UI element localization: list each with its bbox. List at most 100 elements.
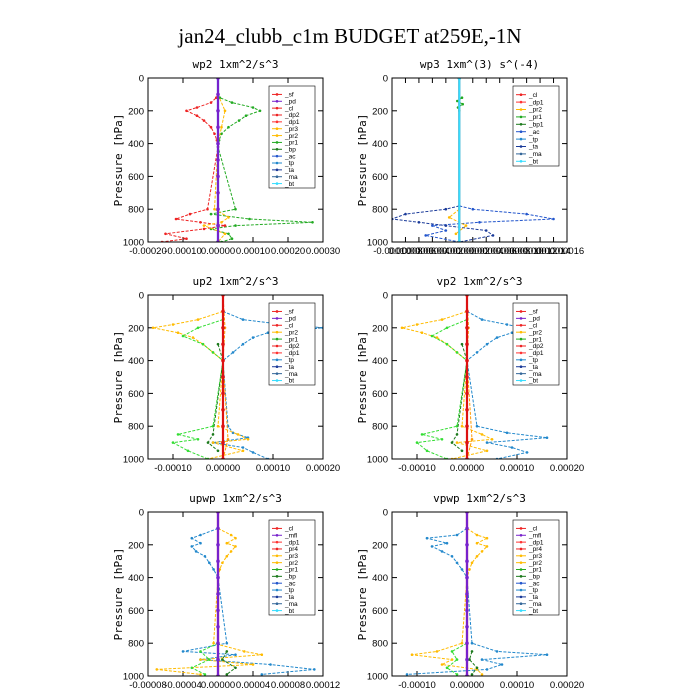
series-line-dp2 <box>451 344 468 452</box>
data-point <box>243 650 246 653</box>
x-tick-label: 0.00020 <box>550 680 584 691</box>
legend-marker <box>275 372 279 375</box>
y-tick-label: 400 <box>372 573 388 584</box>
y-tick-label: 1000 <box>367 238 388 249</box>
data-point <box>552 217 555 221</box>
data-point <box>190 536 194 540</box>
data-point <box>188 212 192 216</box>
legend-entry: _tp <box>284 160 294 167</box>
data-point <box>171 323 175 326</box>
legend-marker <box>519 310 523 313</box>
data-point <box>465 641 469 645</box>
x-tick-label: 0.00000 <box>201 680 235 691</box>
data-point <box>410 653 414 656</box>
legend-entry: _dp2 <box>284 112 300 119</box>
data-point <box>218 568 222 571</box>
data-point <box>190 666 194 670</box>
data-point <box>251 663 255 666</box>
data-point <box>440 663 444 666</box>
data-point <box>225 555 229 558</box>
data-point <box>470 438 474 441</box>
data-point <box>221 391 225 396</box>
data-point <box>500 663 504 666</box>
data-point <box>478 221 481 224</box>
data-point <box>465 408 469 412</box>
data-point <box>456 99 459 103</box>
legend-entry: _tp <box>284 587 294 594</box>
data-point <box>545 436 549 440</box>
data-point <box>176 331 180 335</box>
data-point <box>464 224 468 227</box>
data-point <box>480 318 484 321</box>
legend-marker <box>275 147 279 151</box>
data-point <box>216 207 220 211</box>
figure-title: jan24_clubb_c1m BUDGET at259E,-1N <box>177 24 521 48</box>
data-point <box>505 323 509 326</box>
data-point <box>241 446 245 449</box>
data-point <box>465 657 469 662</box>
legend-marker <box>275 323 279 327</box>
legend-entry: _ta <box>284 364 294 371</box>
data-point <box>195 114 199 117</box>
data-point <box>230 101 234 104</box>
data-point <box>465 326 469 330</box>
legend-marker <box>519 533 523 537</box>
data-point <box>234 545 237 548</box>
legend-entry: _ac <box>528 129 540 136</box>
legend-marker <box>275 99 279 103</box>
data-point <box>450 441 454 444</box>
data-point <box>225 673 229 676</box>
legend-entry: _pr3 <box>528 553 542 560</box>
data-point <box>420 433 424 436</box>
data-point <box>194 550 198 553</box>
data-point <box>445 326 449 330</box>
data-point <box>216 449 220 453</box>
legend-marker <box>275 120 279 124</box>
legend-marker <box>275 351 279 355</box>
data-point <box>465 358 469 363</box>
data-point <box>404 212 407 216</box>
data-point <box>227 232 230 236</box>
data-point <box>455 424 459 428</box>
data-point <box>505 431 509 435</box>
data-point <box>151 326 155 330</box>
chart-panel-4: vp2 1xm^2/s^3 Pressure [hPa] 0 200 400 600 800… <box>356 275 584 474</box>
legend-entry: _sf <box>284 309 294 316</box>
series-line-pr2 <box>448 208 467 235</box>
series-group <box>155 512 316 676</box>
x-tick-label: 0.00020 <box>271 246 305 257</box>
legend-marker <box>275 547 279 551</box>
legend-entry: _pr2 <box>284 133 298 140</box>
legend-entry: _bp <box>528 574 540 581</box>
data-point <box>216 641 220 645</box>
x-tick-label: 0.00006 <box>402 246 436 257</box>
y-tick-label: 600 <box>128 172 144 183</box>
data-point <box>241 318 245 321</box>
legend-entry: _sf <box>528 309 538 316</box>
y-tick-label: 600 <box>372 606 388 617</box>
data-point <box>266 331 270 335</box>
data-point <box>475 555 479 558</box>
data-point <box>176 433 180 436</box>
y-tick-label: 200 <box>128 540 144 551</box>
data-point <box>246 438 250 441</box>
data-point <box>225 650 229 653</box>
legend-marker <box>275 106 279 110</box>
plot-frame <box>391 294 568 460</box>
legend-entry: _ac <box>284 153 296 160</box>
legend-entry: _pr1 <box>528 336 542 343</box>
data-point <box>444 207 448 211</box>
data-point <box>465 625 469 629</box>
data-point <box>229 550 233 553</box>
legend-entry: _bp <box>284 146 296 153</box>
data-point <box>269 663 272 666</box>
data-point <box>202 227 206 231</box>
data-point <box>475 351 479 354</box>
data-point <box>485 536 489 540</box>
y-axis-label: Pressure [hPa] <box>112 331 125 424</box>
legend-entry: _pr3 <box>284 553 298 560</box>
data-point <box>216 657 220 662</box>
data-point <box>190 545 194 548</box>
data-point <box>420 331 424 335</box>
legend-entry: _pr2 <box>284 329 298 336</box>
